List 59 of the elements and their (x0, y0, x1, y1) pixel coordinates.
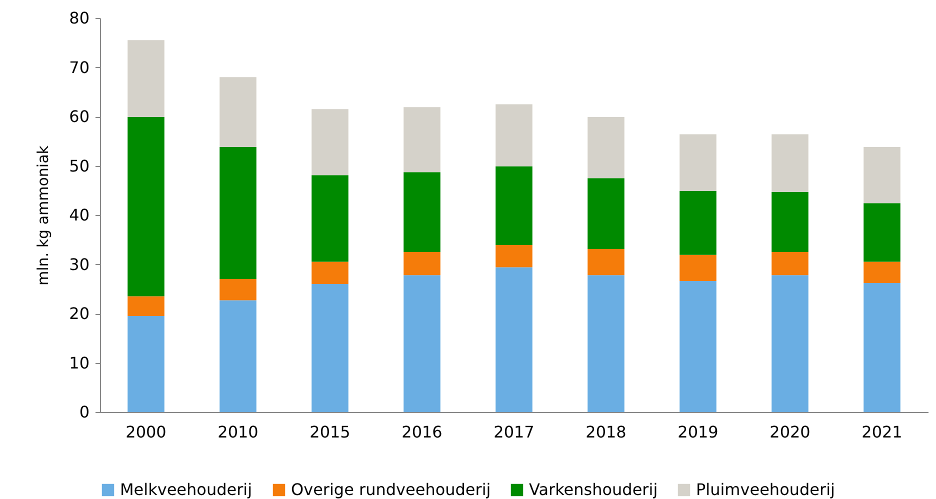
bar (312, 262, 348, 284)
bar (864, 203, 900, 262)
bar (404, 275, 440, 412)
x-tick-label: 2020 (770, 422, 810, 442)
bar (772, 252, 808, 276)
bar (220, 147, 256, 280)
legend-label: Overige rundveehouderij (291, 480, 491, 499)
legend-label: Varkenshouderij (529, 480, 658, 499)
bar (404, 172, 440, 252)
y-tick-label: 0 (79, 402, 90, 422)
bar (404, 107, 440, 172)
bar (772, 134, 808, 192)
bar (588, 248, 624, 276)
x-tick-label: 2019 (678, 422, 718, 442)
bar (220, 279, 256, 300)
bar (864, 282, 900, 412)
bar (680, 134, 716, 191)
bar (128, 116, 164, 296)
x-tick-label: 2016 (402, 422, 442, 442)
bar (496, 104, 532, 166)
bar (220, 300, 256, 412)
bar (496, 267, 532, 412)
bar (680, 190, 716, 255)
y-tick-label: 60 (69, 107, 90, 126)
bar (772, 192, 808, 252)
x-tick-label: 2015 (310, 422, 350, 442)
x-tick-label: 2000 (126, 422, 166, 442)
y-tick-label: 50 (69, 156, 90, 176)
y-tick-label: 80 (69, 8, 90, 28)
bar (864, 262, 900, 283)
x-tick-label: 2021 (862, 422, 902, 442)
bar (220, 77, 256, 148)
bar (680, 254, 716, 281)
bar (312, 109, 348, 176)
bar (496, 245, 532, 268)
x-tick-label: 2017 (494, 422, 534, 442)
bar (128, 316, 164, 412)
bar (128, 40, 164, 117)
bar (864, 147, 900, 204)
y-tick-label: 70 (69, 58, 90, 77)
bar (496, 166, 532, 246)
legend-label: Pluimveehouderij (696, 480, 835, 499)
x-tick-label: 2010 (218, 422, 258, 442)
bar (404, 252, 440, 276)
bar (312, 284, 348, 412)
bar (588, 178, 624, 249)
bar (680, 280, 716, 412)
y-tick-label: 30 (69, 254, 90, 274)
bar (312, 175, 348, 262)
y-tick-label: 40 (69, 206, 90, 224)
bar (128, 296, 164, 316)
x-tick-label: 2018 (586, 422, 626, 442)
y-tick-label: 20 (69, 304, 90, 323)
legend-label: Melkveehouderij (120, 480, 252, 499)
bar (772, 275, 808, 412)
y-tick-label: 10 (69, 353, 90, 372)
bar (588, 116, 624, 178)
y-axis-title: mln. kg ammoniak (34, 145, 52, 286)
bar (588, 275, 624, 412)
